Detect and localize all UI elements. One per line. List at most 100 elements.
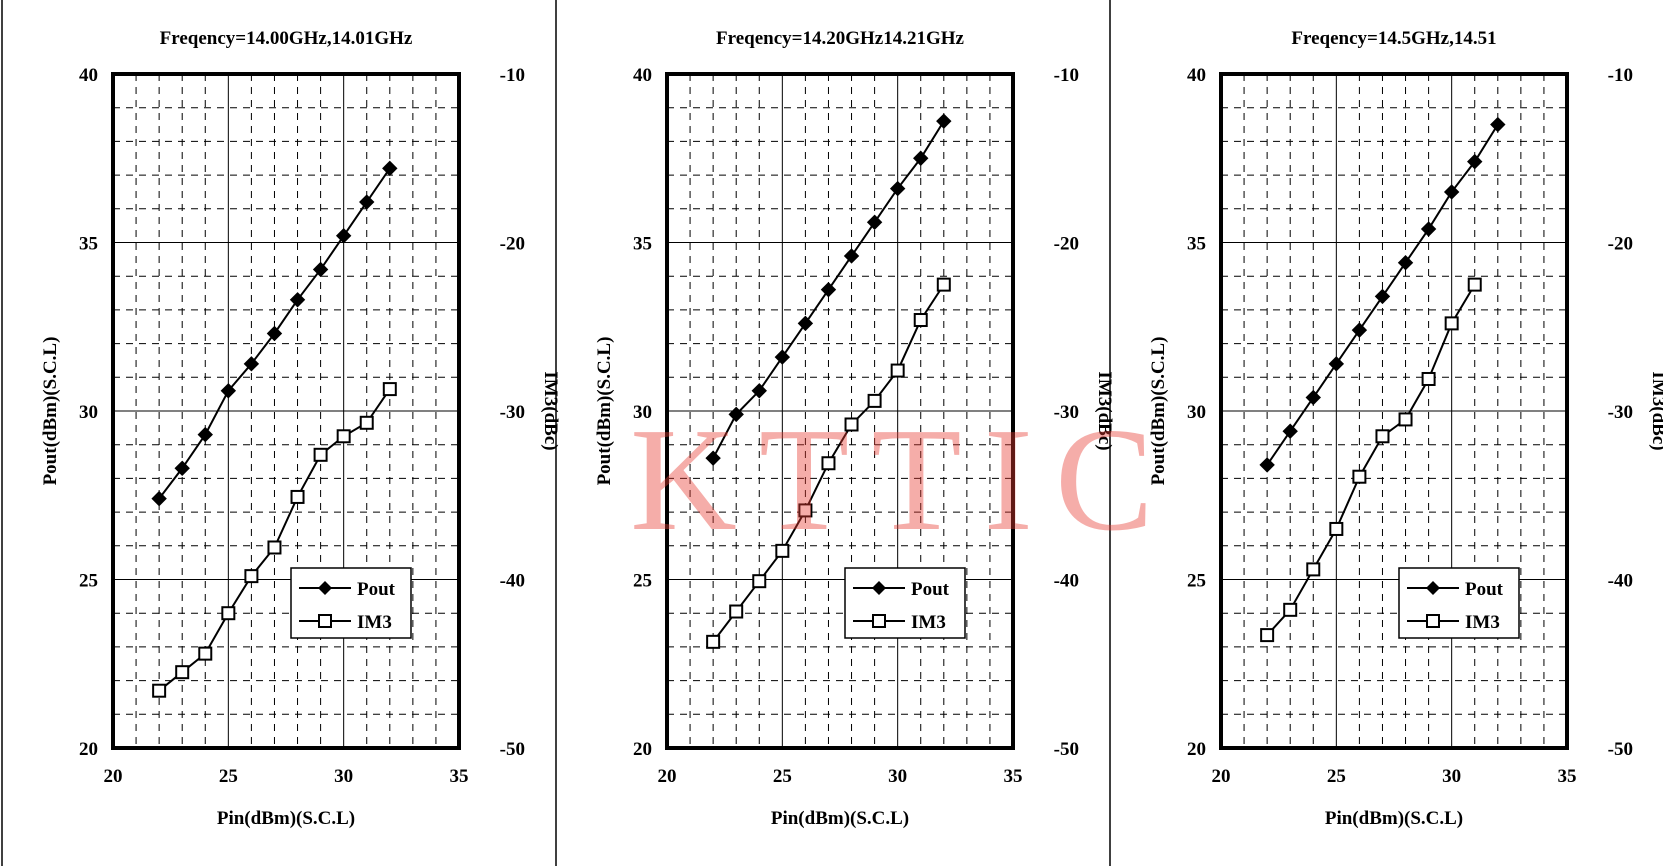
y2-tick-label: -20 xyxy=(1608,234,1633,255)
data-point xyxy=(174,460,190,476)
data-point xyxy=(1283,602,1298,617)
y2-tick-label: -40 xyxy=(1054,571,1079,592)
data-point xyxy=(1305,389,1321,406)
data-point xyxy=(774,349,791,365)
data-point xyxy=(797,315,814,332)
data-point xyxy=(1397,255,1414,271)
chart-title: Freqency=14.00GHz,14.01GHz xyxy=(160,28,413,49)
legend-box xyxy=(290,567,412,639)
legend-label: IM3 xyxy=(911,612,946,633)
y2-tick-label: -50 xyxy=(1054,739,1079,760)
data-point xyxy=(936,113,952,129)
legend: Pout IM3 xyxy=(844,567,966,639)
x-tick-label: 25 xyxy=(1327,766,1346,787)
data-point xyxy=(152,683,167,698)
y-tick-label: 25 xyxy=(633,571,652,592)
data-point xyxy=(1260,628,1275,643)
data-point xyxy=(706,634,721,649)
data-point xyxy=(890,363,905,378)
data-point xyxy=(867,393,882,408)
y2-tick-label: -50 xyxy=(1608,739,1633,760)
data-point xyxy=(197,426,213,443)
y-tick-label: 25 xyxy=(79,571,98,592)
data-point xyxy=(336,429,351,444)
y-tick-label: 35 xyxy=(79,234,98,255)
x-tick-label: 35 xyxy=(450,766,469,787)
data-point xyxy=(752,574,767,589)
data-point xyxy=(775,543,790,558)
series-line xyxy=(158,388,391,692)
data-point xyxy=(1375,429,1390,444)
data-point xyxy=(866,214,883,230)
data-point xyxy=(913,313,928,328)
y2-axis-label: IM3(dBc) xyxy=(1648,371,1663,450)
legend-box xyxy=(844,567,966,639)
chart-title: Freqency=14.20GHz14.21GHz xyxy=(716,28,965,49)
data-point xyxy=(382,382,397,397)
x-tick-label: 20 xyxy=(1212,766,1231,787)
data-point xyxy=(175,665,190,680)
data-point xyxy=(936,277,951,292)
data-point xyxy=(243,356,260,372)
x-tick-label: 20 xyxy=(658,766,677,787)
legend-marker xyxy=(872,581,886,595)
x-tick-label: 30 xyxy=(1442,766,1461,787)
data-point xyxy=(820,281,837,298)
data-point xyxy=(289,292,306,308)
y2-tick-label: -10 xyxy=(1608,65,1633,86)
data-point xyxy=(312,261,329,278)
series-line xyxy=(1266,284,1476,636)
data-point xyxy=(1259,457,1275,473)
series-pout xyxy=(1259,116,1506,473)
legend-label: Pout xyxy=(357,579,396,600)
y-axis-label: Pout(dBm)(S.C.L) xyxy=(1148,337,1169,486)
y2-tick-label: -30 xyxy=(1608,402,1633,423)
data-point xyxy=(1467,277,1482,292)
y2-axis-label: IM3(dBc) xyxy=(540,371,561,450)
series-im3 xyxy=(152,382,397,698)
data-point xyxy=(266,325,283,342)
data-point xyxy=(220,383,237,399)
series-im3 xyxy=(706,277,951,649)
data-point xyxy=(1421,371,1436,386)
data-point xyxy=(843,248,860,264)
x-tick-label: 30 xyxy=(334,766,353,787)
data-point xyxy=(1374,288,1391,305)
grid xyxy=(1221,74,1567,748)
x-tick-label: 30 xyxy=(888,766,907,787)
y-axis-label: Pout(dBm)(S.C.L) xyxy=(40,337,61,486)
x-tick-label: 20 xyxy=(104,766,123,787)
data-point xyxy=(1328,356,1345,372)
y-tick-label: 30 xyxy=(633,402,652,423)
y-tick-label: 30 xyxy=(1187,402,1206,423)
x-axis-label: Pin(dBm)(S.C.L) xyxy=(1325,808,1463,829)
y-tick-label: 35 xyxy=(1187,234,1206,255)
plot-frame xyxy=(1219,72,1569,750)
legend: Pout IM3 xyxy=(290,567,412,639)
data-point xyxy=(290,489,305,504)
data-point xyxy=(751,383,767,399)
legend-label: IM3 xyxy=(1465,612,1500,633)
x-tick-label: 25 xyxy=(219,766,238,787)
y2-tick-label: -10 xyxy=(1054,65,1079,86)
y-tick-label: 25 xyxy=(1187,571,1206,592)
legend-label: IM3 xyxy=(357,612,392,633)
legend-marker xyxy=(1426,581,1440,595)
data-point xyxy=(1282,423,1298,439)
y-tick-label: 20 xyxy=(79,739,98,760)
y-tick-label: 20 xyxy=(1187,739,1206,760)
plot-frame xyxy=(665,72,1015,750)
data-point xyxy=(221,606,236,621)
y2-tick-label: -50 xyxy=(500,739,525,760)
data-point xyxy=(821,456,836,471)
x-tick-label: 35 xyxy=(1004,766,1023,787)
data-point xyxy=(798,503,813,518)
legend: Pout IM3 xyxy=(1398,567,1520,639)
chart-panel-1: Freqency=14.00GHz,14.01GHz 20 25 30 35 40 -50 -… xyxy=(40,28,561,829)
data-point xyxy=(1306,562,1321,577)
y-tick-label: 40 xyxy=(79,65,98,86)
chart-panel-3: Freqency=14.5GHz,14.51 20 25 30 35 40 -50 -40 -3… xyxy=(1148,28,1663,829)
y2-tick-label: -30 xyxy=(1054,402,1079,423)
data-point xyxy=(1351,322,1368,338)
